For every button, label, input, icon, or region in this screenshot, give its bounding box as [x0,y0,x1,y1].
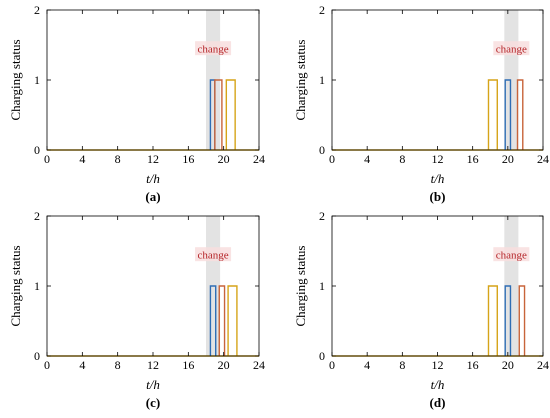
y-tick-label: 1 [319,73,325,87]
change-label-background [195,41,232,56]
y-tick-label: 0 [34,143,40,157]
x-tick-label: 0 [44,152,50,166]
x-tick-label: 4 [79,358,85,372]
x-tick-label: 24 [537,152,549,166]
x-tick-label: 20 [502,152,514,166]
charging-pulse-blue [504,79,512,150]
y-axis-label: Charging status [293,245,308,326]
charging-pulse-gold [487,285,498,356]
y-tick-label: 0 [34,349,40,363]
panel-caption: (b) [430,189,446,204]
change-annotation: change [496,250,527,262]
charging-pulse-blue [209,285,217,356]
x-tick-label: 8 [115,152,121,166]
x-tick-label: 20 [218,152,230,166]
x-tick-label: 12 [432,358,444,372]
x-axis-label: t/h [431,377,445,392]
x-tick-label: 12 [147,358,159,372]
x-tick-label: 8 [399,152,405,166]
y-tick-label: 2 [34,3,40,17]
plot-frame [46,215,260,357]
x-tick-label: 4 [364,152,370,166]
charging-pulse-gold [225,79,236,150]
y-tick-label: 1 [34,73,40,87]
change-annotation: change [496,44,527,56]
x-tick-label: 4 [364,358,370,372]
change-label-background [493,41,530,56]
x-tick-label: 20 [502,358,514,372]
y-tick-label: 1 [319,279,325,293]
x-tick-label: 24 [253,152,265,166]
x-tick-label: 8 [399,358,405,372]
y-tick-label: 1 [34,279,40,293]
charging-pulse-blue [504,285,512,356]
change-annotation: change [197,250,228,262]
x-axis-label: t/h [146,377,160,392]
x-tick-label: 4 [79,152,85,166]
charging-pulse-gold [487,79,498,150]
x-tick-label: 16 [182,358,194,372]
x-tick-label: 16 [182,152,194,166]
y-tick-label: 0 [319,349,325,363]
charging-pulse-orange [518,285,526,356]
charging-pulse-orange [214,79,223,150]
x-tick-label: 0 [44,358,50,372]
x-axis-label: t/h [146,171,160,186]
change-annotation: change [197,44,228,56]
change-label-background [493,247,530,262]
charging-pulse-orange [516,79,524,150]
x-tick-label: 24 [537,358,549,372]
y-axis-label: Charging status [8,245,23,326]
x-tick-label: 8 [115,358,121,372]
y-tick-label: 2 [34,209,40,223]
x-tick-label: 16 [467,358,479,372]
x-tick-label: 12 [147,152,159,166]
y-tick-label: 0 [319,143,325,157]
y-tick-label: 2 [319,3,325,17]
panel-caption: (d) [430,395,446,410]
x-tick-label: 16 [467,152,479,166]
x-tick-label: 0 [329,358,335,372]
x-tick-label: 0 [329,152,335,166]
x-tick-label: 20 [218,358,230,372]
charging-pulse-gold [227,285,238,356]
x-tick-label: 24 [253,358,265,372]
x-tick-label: 12 [432,152,444,166]
y-tick-label: 2 [319,209,325,223]
x-axis-label: t/h [431,171,445,186]
charging-pulse-orange [218,285,226,356]
y-axis-label: Charging status [293,39,308,120]
change-label-background [195,247,232,262]
panel-caption: (c) [146,395,160,410]
panel-caption: (a) [145,189,160,204]
y-axis-label: Charging status [8,39,23,120]
